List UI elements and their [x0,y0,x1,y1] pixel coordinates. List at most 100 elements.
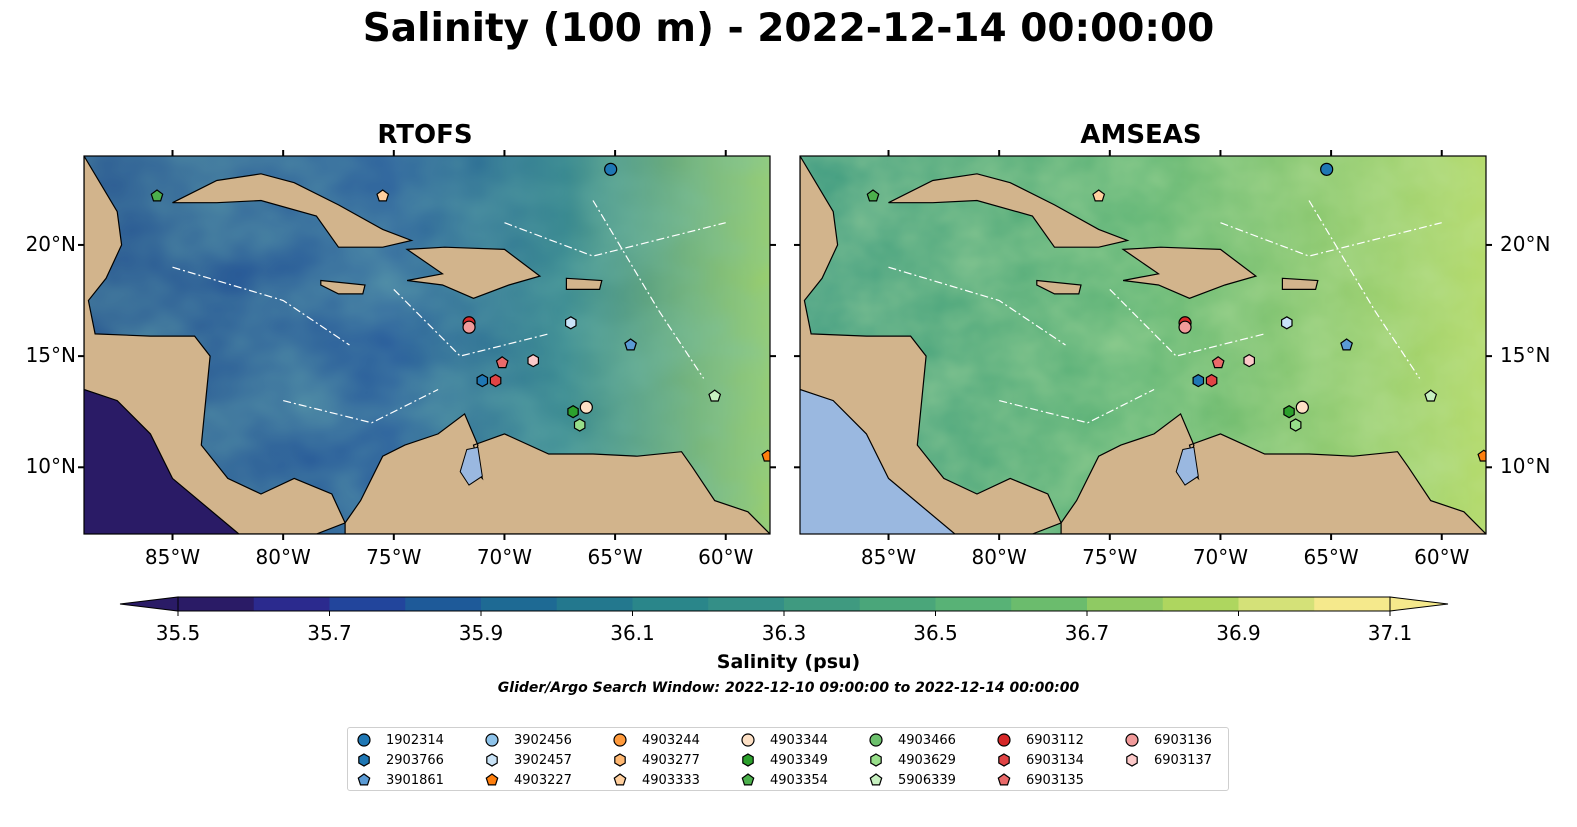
float-marker-4903349 [567,405,579,419]
float-marker-6903136 [462,320,476,334]
colorbar-segment [935,597,1012,611]
colorbar-tick-label: 36.9 [1216,621,1261,645]
lon-tick-label: 80°W [971,545,1027,569]
pentagon-marker-icon [613,773,627,786]
colorbar-tick-label: 36.5 [913,621,958,645]
lon-tick-label: 60°W [1414,545,1470,569]
colorbar-tick-label: 36.1 [610,621,655,645]
panel-title-amseas: AMSEAS [1080,120,1202,150]
float-marker-6903134 [1205,373,1218,388]
colorbar-tick-label: 37.1 [1367,621,1413,645]
legend-label: 4903354 [770,772,828,788]
legend-label: 6903112 [1026,732,1084,748]
legend-entry-4903354: 4903354 [740,770,828,790]
legend-marker [869,733,883,747]
lat-tick-label: 10°N [25,454,76,479]
circle-marker-icon [1125,733,1139,747]
land-mass [565,277,603,290]
lat-tick-label: 15°N [25,343,76,368]
float-marker-4903227 [761,449,770,462]
circle-marker-icon [997,733,1011,747]
lon-tick-label: 80°W [255,545,311,569]
legend-label: 4903333 [642,772,700,788]
eez-boundary [283,388,439,424]
colorbar-tick-label: 36.7 [1064,621,1110,645]
legend-marker [997,773,1011,786]
legend-entry-4903277: 4903277 [612,750,700,770]
legend-label: 4903244 [642,732,700,748]
legend-label: 6903134 [1026,752,1084,768]
float-marker-3902457 [564,316,577,330]
legend-entry-1902314: 1902314 [356,730,444,750]
legend-entry-3902457: 3902457 [484,750,572,770]
float-marker-4903354 [866,189,880,202]
legend-entry-4903244: 4903244 [612,730,700,750]
legend-entry-3902456: 3902456 [484,730,572,750]
lat-tick-label: 20°N [25,231,76,256]
land-mass [1281,277,1319,290]
lat-tick-label: 15°N [1500,343,1551,368]
float-marker-6903136 [1178,320,1192,334]
hexagon-marker-icon [998,753,1010,767]
figure-title: Salinity (100 m) - 2022-12-14 00:00:00 [362,6,1215,51]
hexagon-marker-icon [1126,753,1138,767]
float-marker-4903629 [1289,418,1302,432]
colorbar-segment [1238,597,1315,611]
rtofs-map [78,150,776,540]
legend-entry-4903629: 4903629 [868,750,956,770]
colorbar-segment [481,597,558,611]
eez-boundary [1308,200,1421,379]
legend-label: 4903466 [898,732,956,748]
legend-marker [614,753,626,767]
colorbar-extend-low [119,596,179,612]
land-mass [1036,279,1082,295]
circle-marker-icon [741,733,755,747]
land-mass [1060,412,1486,534]
colorbar-segment [556,597,633,611]
pentagon-marker-icon [741,773,755,786]
legend-marker [485,733,499,747]
float-marker-2903766 [1192,373,1205,388]
lake-maracaibo [459,446,483,486]
colorbar-tick-label: 35.7 [307,621,352,645]
legend-entry-3901861: 3901861 [356,770,444,790]
legend-entry-4903344: 4903344 [740,730,828,750]
lon-tick-label: 65°W [587,545,643,569]
legend-entry-4903227: 4903227 [484,770,572,790]
float-marker-4903344 [1295,400,1309,414]
hexagon-marker-icon [486,753,498,767]
legend-marker [485,773,499,786]
legend-label: 3902456 [514,732,572,748]
lat-tick-label: 10°N [1500,454,1551,479]
legend-label: 5906339 [898,772,956,788]
panel-title-rtofs: RTOFS [377,120,473,150]
float-marker-4903629 [573,418,586,432]
float-marker-6903135 [495,356,509,369]
legend-marker [998,753,1010,767]
legend-marker [997,733,1011,747]
circle-marker-icon [357,733,371,747]
legend-label: 6903137 [1154,752,1212,768]
legend-marker [357,773,371,786]
colorbar-label: Salinity (psu) [716,651,861,673]
float-marker-4903354 [150,189,164,202]
lon-tick-label: 70°W [476,545,533,569]
pacific-ocean [84,389,239,534]
legend-marker [741,773,755,786]
lon-tick-label: 70°W [1192,545,1249,569]
legend-entry-6903137: 6903137 [1124,750,1212,770]
legend-label: 3902457 [514,752,572,768]
colorbar-tick-label: 35.5 [155,621,201,645]
land-mass [344,412,770,534]
float-marker-3901861 [624,338,638,351]
pentagon-marker-icon [485,773,499,786]
lat-tick-label: 20°N [1500,231,1551,256]
float-marker-6903135 [1211,356,1225,369]
legend-marker [486,753,498,767]
legend-marker [1126,753,1138,767]
hexagon-marker-icon [870,753,882,767]
legend-label: 4903629 [898,752,956,768]
pentagon-marker-icon [997,773,1011,786]
float-marker-4903227 [1477,449,1486,462]
land-mass [84,156,346,534]
